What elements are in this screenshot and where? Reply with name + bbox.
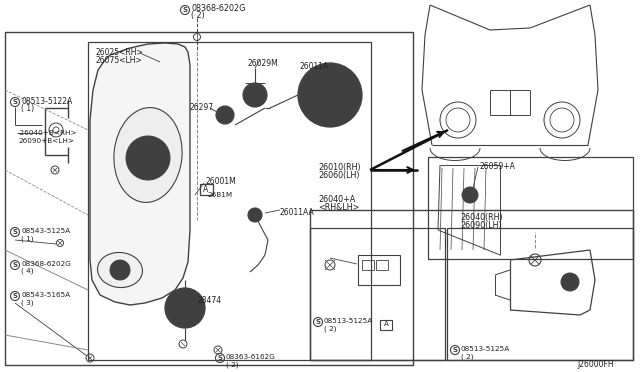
Text: -26040+B<RH>: -26040+B<RH> (18, 130, 77, 136)
Text: S: S (13, 229, 17, 235)
Text: J26000FH: J26000FH (577, 360, 614, 369)
Circle shape (110, 260, 130, 280)
Text: 08368-6202G: 08368-6202G (191, 4, 245, 13)
Circle shape (561, 273, 579, 291)
Text: ( 3): ( 3) (21, 299, 33, 305)
Text: ( 2): ( 2) (191, 11, 205, 20)
Text: S: S (218, 355, 223, 361)
Text: 26029M: 26029M (248, 59, 279, 68)
Bar (88, 42, 371, 360)
Text: 08543-5165A: 08543-5165A (21, 292, 70, 298)
Text: S: S (13, 293, 17, 299)
Bar (428, 157, 633, 259)
Circle shape (298, 63, 362, 127)
Text: 26040+A: 26040+A (318, 195, 355, 204)
Text: S: S (13, 99, 17, 105)
Text: 08513-5125A: 08513-5125A (324, 318, 373, 324)
Text: 26B1M: 26B1M (207, 192, 232, 198)
Text: A: A (204, 185, 209, 194)
Text: A: A (383, 321, 388, 327)
Text: ( 2): ( 2) (324, 325, 337, 331)
Text: 28474: 28474 (198, 296, 222, 305)
Text: 26297: 26297 (190, 103, 214, 112)
Ellipse shape (97, 253, 143, 288)
Bar (447, 228, 633, 360)
Ellipse shape (114, 108, 182, 202)
Text: S: S (452, 347, 458, 353)
Text: ( 2): ( 2) (461, 353, 474, 359)
Text: <RH&LH>: <RH&LH> (318, 203, 360, 212)
Text: 26040(RH): 26040(RH) (460, 213, 502, 222)
Text: 08368-6202G: 08368-6202G (21, 261, 71, 267)
Text: 26060(LH): 26060(LH) (318, 171, 360, 180)
Bar (362, 260, 374, 270)
Circle shape (179, 302, 191, 314)
Text: 26011A: 26011A (300, 62, 329, 71)
Circle shape (462, 187, 478, 203)
Bar (358, 255, 400, 285)
Text: 26001M: 26001M (205, 177, 236, 186)
Circle shape (126, 136, 170, 180)
Text: ( 1): ( 1) (21, 235, 33, 241)
Text: S: S (13, 262, 17, 268)
Circle shape (165, 288, 205, 328)
Polygon shape (90, 43, 190, 305)
Text: 26011AA: 26011AA (280, 208, 315, 217)
Bar (310, 228, 445, 360)
Text: S: S (182, 7, 188, 13)
Bar (310, 210, 633, 360)
Circle shape (248, 208, 262, 222)
Circle shape (243, 83, 267, 107)
Text: S: S (316, 319, 321, 325)
Circle shape (216, 106, 234, 124)
Text: 08513-5122A: 08513-5122A (21, 97, 72, 106)
Bar (376, 260, 388, 270)
Text: 26090(LH): 26090(LH) (460, 221, 502, 230)
Text: ( 4): ( 4) (21, 268, 33, 275)
Text: 08513-5125A: 08513-5125A (461, 346, 510, 352)
Bar (200, 184, 213, 195)
Text: 26075<LH>: 26075<LH> (95, 56, 141, 65)
Text: 26090+B<LH>: 26090+B<LH> (18, 138, 74, 144)
Text: 26059+A: 26059+A (480, 162, 516, 171)
Text: 08543-5125A: 08543-5125A (21, 228, 70, 234)
Bar (380, 320, 392, 330)
Text: 26025<RH>: 26025<RH> (95, 48, 143, 57)
Text: 26010(RH): 26010(RH) (318, 163, 360, 172)
Text: ( 1): ( 1) (21, 104, 34, 113)
Text: ( 2): ( 2) (226, 361, 239, 368)
Text: 08363-6162G: 08363-6162G (226, 354, 276, 360)
Circle shape (320, 85, 340, 105)
Bar (5, 32, 413, 365)
